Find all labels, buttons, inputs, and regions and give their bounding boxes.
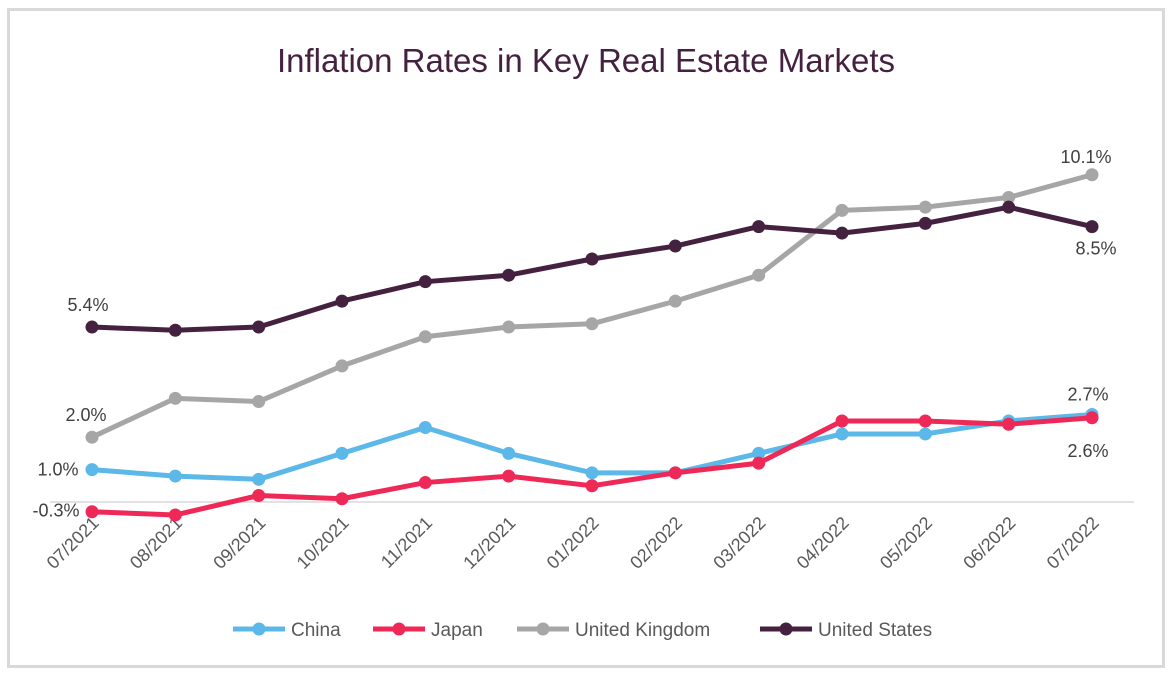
data-point — [335, 359, 349, 373]
data-point — [335, 492, 349, 506]
data-point — [668, 239, 682, 253]
data-point — [1002, 200, 1016, 214]
data-label: -0.3% — [32, 501, 79, 521]
data-label: 2.7% — [1067, 385, 1108, 405]
data-point — [835, 414, 849, 428]
data-label: 1.0% — [37, 460, 78, 480]
data-point — [418, 275, 432, 289]
data-point — [752, 268, 766, 282]
data-label: 2.6% — [1067, 441, 1108, 461]
data-point — [1085, 220, 1099, 234]
x-tick-label: 11/2021 — [377, 513, 436, 572]
data-point — [335, 446, 349, 460]
data-point — [752, 456, 766, 470]
legend-swatch-marker — [392, 622, 406, 636]
data-point — [168, 323, 182, 337]
data-point — [252, 489, 266, 503]
data-point — [585, 479, 599, 493]
data-point — [252, 395, 266, 409]
data-point — [85, 505, 99, 519]
data-point — [168, 391, 182, 405]
x-tick-label: 07/2022 — [1043, 513, 1103, 573]
data-point — [668, 466, 682, 480]
legend-swatch-marker — [252, 622, 266, 636]
data-point — [918, 427, 932, 441]
series-line-united-kingdom — [90, 172, 1093, 440]
data-label: 10.1% — [1060, 147, 1111, 167]
chart-title: Inflation Rates in Key Real Estate Marke… — [277, 42, 895, 79]
data-point — [835, 427, 849, 441]
data-point — [835, 203, 849, 217]
data-point — [1002, 417, 1016, 431]
data-point — [585, 252, 599, 266]
data-point — [85, 320, 99, 334]
data-point — [252, 320, 266, 334]
data-point — [835, 226, 849, 240]
legend-label: Japan — [431, 620, 483, 641]
data-point — [752, 446, 766, 460]
data-point — [585, 317, 599, 331]
data-label: 8.5% — [1075, 239, 1116, 259]
x-tick-label: 10/2021 — [293, 513, 353, 573]
x-tick-label: 01/2022 — [543, 513, 603, 573]
data-point — [918, 414, 932, 428]
data-point — [502, 268, 516, 282]
data-point — [918, 216, 932, 230]
data-point — [918, 200, 932, 214]
x-tick-label: 02/2022 — [626, 513, 686, 573]
data-point — [418, 420, 432, 434]
legend-swatch-marker — [779, 622, 793, 636]
data-point — [752, 220, 766, 234]
x-tick-label: 06/2022 — [959, 513, 1019, 573]
data-point — [502, 320, 516, 334]
data-point — [502, 469, 516, 483]
x-tick-label: 04/2022 — [793, 513, 853, 573]
legend-label: China — [291, 620, 341, 641]
data-point — [1085, 411, 1099, 425]
data-point — [168, 508, 182, 522]
data-label: 2.0% — [65, 405, 106, 425]
data-point — [335, 294, 349, 308]
x-tick-label: 05/2022 — [876, 513, 936, 573]
x-tick-label: 08/2021 — [126, 513, 186, 573]
legend-swatch-marker — [536, 622, 550, 636]
data-point — [1002, 190, 1016, 204]
x-tick-label: 09/2021 — [209, 513, 269, 573]
legend-label: United Kingdom — [575, 620, 710, 641]
data-point — [502, 446, 516, 460]
data-point — [418, 330, 432, 344]
data-point — [85, 430, 99, 444]
series-line-united-states — [91, 204, 1093, 333]
legend-label: United States — [818, 620, 932, 641]
x-tick-label: 03/2022 — [709, 513, 769, 573]
data-point — [85, 463, 99, 477]
data-point — [168, 469, 182, 483]
x-tick-label: 12/2021 — [459, 513, 519, 573]
data-point — [668, 294, 682, 308]
data-point — [585, 466, 599, 480]
data-point — [1085, 168, 1099, 182]
data-point — [418, 476, 432, 490]
chart-frame — [7, 8, 1165, 668]
data-label: 5.4% — [67, 295, 108, 315]
data-point — [252, 472, 266, 486]
x-tick-label: 07/2021 — [43, 513, 103, 573]
